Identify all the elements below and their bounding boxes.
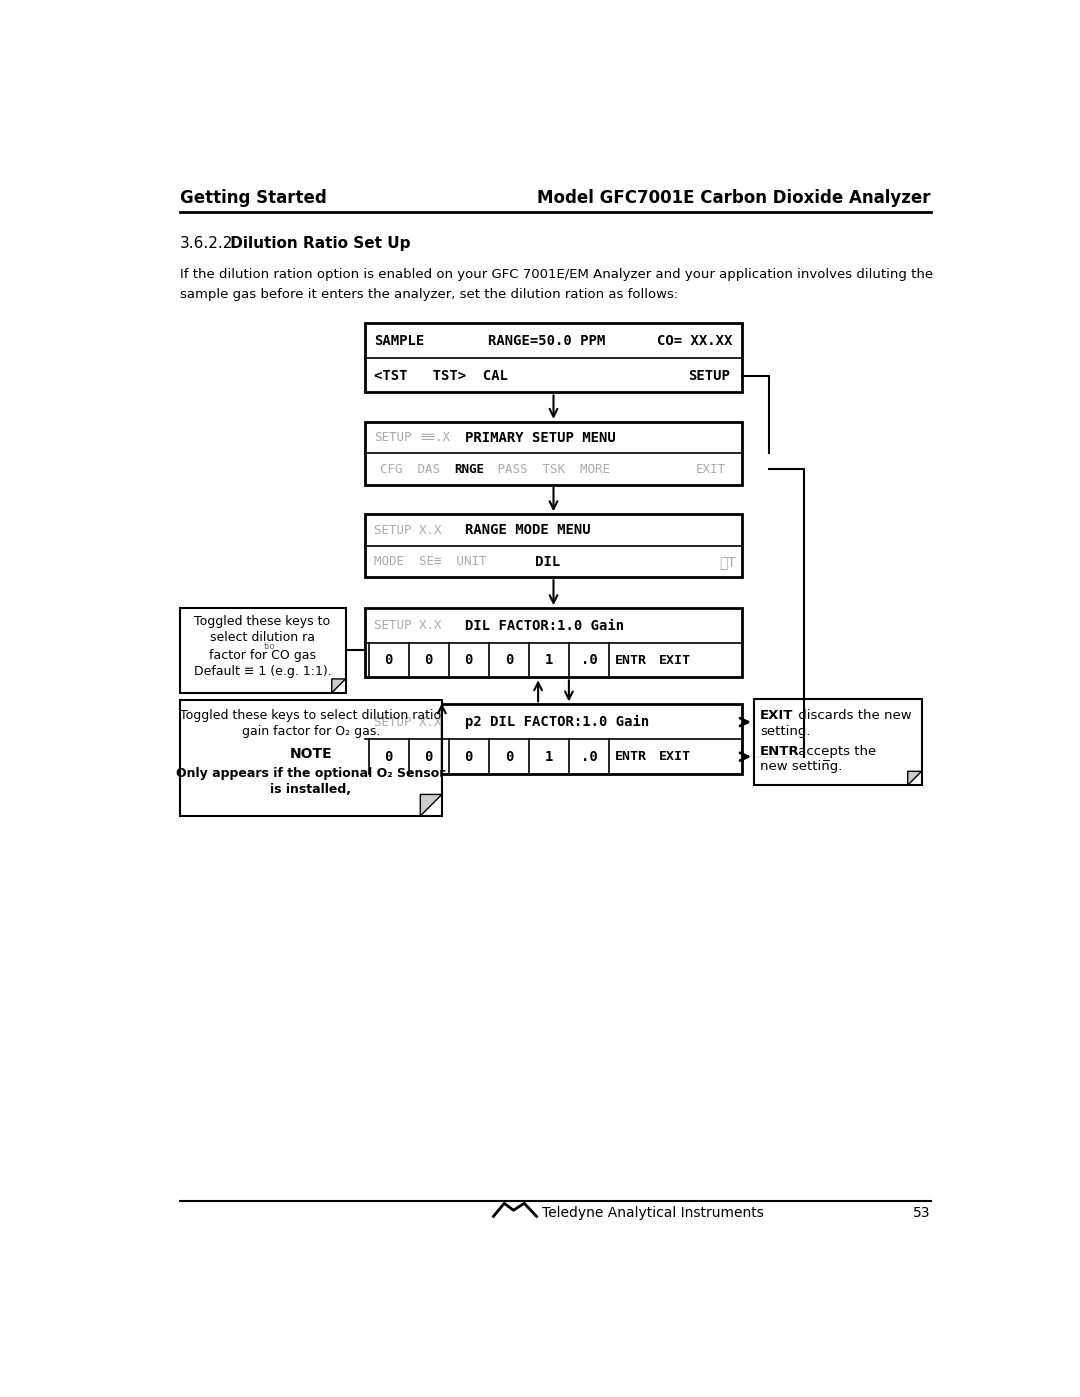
Text: RNGE: RNGE xyxy=(455,462,484,476)
Text: 3.6.2.2.: 3.6.2.2. xyxy=(180,236,239,251)
Text: <TST   TST>  CAL: <TST TST> CAL xyxy=(374,369,508,383)
Text: 0: 0 xyxy=(464,750,473,764)
Text: is installed,: is installed, xyxy=(270,782,351,795)
Text: SAMPLE: SAMPLE xyxy=(374,334,424,348)
Text: ENTR: ENTR xyxy=(616,750,647,763)
Text: MODE  SE≡  UNIT: MODE SE≡ UNIT xyxy=(374,556,487,569)
Text: Toggled these keys to: Toggled these keys to xyxy=(194,616,330,629)
Text: ⁄T: ⁄T xyxy=(719,555,735,569)
Text: Toggled these keys to select dilution ratio: Toggled these keys to select dilution ra… xyxy=(180,710,442,722)
Bar xyxy=(365,514,742,577)
Text: PRIMARY SETUP MENU: PRIMARY SETUP MENU xyxy=(465,430,616,444)
Text: 0: 0 xyxy=(424,654,433,668)
Text: CO= XX.XX: CO= XX.XX xyxy=(658,334,733,348)
Text: SETUP: SETUP xyxy=(374,432,411,444)
Text: EXIT: EXIT xyxy=(659,654,691,666)
Polygon shape xyxy=(420,795,442,816)
Text: Model GFC7001E Carbon Dioxide Analyzer: Model GFC7001E Carbon Dioxide Analyzer xyxy=(538,190,931,207)
Text: Dilution Ratio Set Up: Dilution Ratio Set Up xyxy=(225,236,410,251)
Text: setting.: setting. xyxy=(760,725,810,738)
Text: 0: 0 xyxy=(384,654,393,668)
Bar xyxy=(754,698,921,785)
Text: Only appears if the optional O₂ Sensor: Only appears if the optional O₂ Sensor xyxy=(176,767,446,780)
Text: 1: 1 xyxy=(544,750,553,764)
Text: RANGE=50.0 PPM: RANGE=50.0 PPM xyxy=(488,334,605,348)
Text: Teledyne Analytical Instruments: Teledyne Analytical Instruments xyxy=(542,1206,764,1220)
Text: 0: 0 xyxy=(504,750,513,764)
Text: DIL: DIL xyxy=(510,555,559,569)
Text: tio: tio xyxy=(264,643,275,651)
Text: 1: 1 xyxy=(544,654,553,668)
Bar xyxy=(180,608,346,693)
Text: RANGE MODE MENU: RANGE MODE MENU xyxy=(465,524,591,538)
Text: PASS  TSK  MORE: PASS TSK MORE xyxy=(489,462,609,476)
Text: gain factor for O₂ gas.: gain factor for O₂ gas. xyxy=(242,725,380,738)
Text: If the dilution ration option is enabled on your GFC 7001E/EM Analyzer and your : If the dilution ration option is enabled… xyxy=(180,268,933,281)
Text: new settin̅g.: new settin̅g. xyxy=(760,760,842,773)
Text: EXIT: EXIT xyxy=(659,750,691,763)
Polygon shape xyxy=(907,771,921,785)
Text: CFG  DAS: CFG DAS xyxy=(380,462,448,476)
Text: DIL FACTOR:1.0 Gain: DIL FACTOR:1.0 Gain xyxy=(465,619,624,633)
Text: accepts the: accepts the xyxy=(794,745,876,757)
Text: ENTR: ENTR xyxy=(616,654,647,666)
Text: Getting Started: Getting Started xyxy=(180,190,327,207)
Text: Default ≡ 1 (e.g. 1:1).: Default ≡ 1 (e.g. 1:1). xyxy=(193,665,332,678)
Text: 0: 0 xyxy=(504,654,513,668)
Text: sample gas before it enters the analyzer, set the dilution ration as follows:: sample gas before it enters the analyzer… xyxy=(180,288,678,302)
Text: 0: 0 xyxy=(464,654,473,668)
Bar xyxy=(180,700,442,816)
Bar xyxy=(365,704,742,774)
Text: factor for CO gas: factor for CO gas xyxy=(208,650,316,662)
Bar xyxy=(365,422,742,485)
Text: 0: 0 xyxy=(384,750,393,764)
Text: ENTR: ENTR xyxy=(760,745,799,757)
Text: 53: 53 xyxy=(914,1206,931,1220)
Polygon shape xyxy=(332,679,346,693)
Bar xyxy=(365,323,742,393)
Text: EXIT: EXIT xyxy=(760,710,793,722)
Text: NOTE: NOTE xyxy=(289,747,333,761)
Text: SETUP: SETUP xyxy=(688,369,730,383)
Text: .0: .0 xyxy=(581,750,597,764)
Text: 0: 0 xyxy=(424,750,433,764)
Text: .0: .0 xyxy=(581,654,597,668)
Text: p2 DIL FACTOR:1.0 Gain: p2 DIL FACTOR:1.0 Gain xyxy=(465,715,649,729)
Text: discards the new: discards the new xyxy=(794,710,912,722)
Bar xyxy=(365,608,742,678)
Text: EXIT: EXIT xyxy=(696,462,726,476)
Text: select dilution ra: select dilution ra xyxy=(210,631,315,644)
Text: SETUP X.X: SETUP X.X xyxy=(374,715,442,729)
Text: ≡≡.X: ≡≡.X xyxy=(420,432,450,444)
Text: SETUP X.X: SETUP X.X xyxy=(374,619,442,633)
Text: SETUP X.X: SETUP X.X xyxy=(374,524,442,536)
